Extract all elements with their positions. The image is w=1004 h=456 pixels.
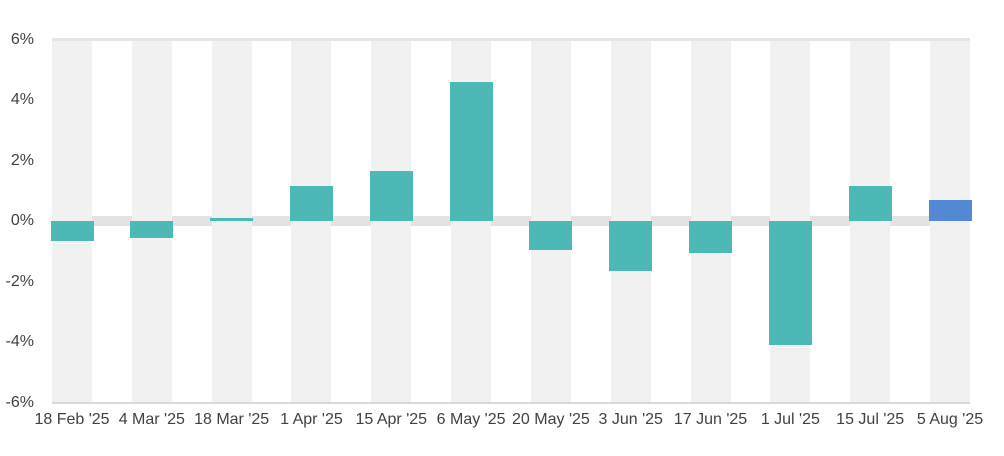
y-axis-tick-label: -2%: [5, 272, 34, 290]
bar-15-apr-25[interactable]: [369, 171, 413, 221]
bar-15-jul-25[interactable]: [848, 186, 892, 221]
x-axis-tick-label: 15 Apr '25: [355, 411, 428, 428]
bar-5-aug-25[interactable]: [928, 199, 972, 221]
plot-column-band: [291, 41, 332, 402]
x-axis-tick-label: 6 May '25: [436, 411, 506, 428]
plot-column-band: [211, 41, 252, 402]
y-axis-tick-label: 0%: [10, 212, 34, 229]
y-axis-tick-label: -4%: [5, 333, 34, 350]
y-axis: 6% 4% 2% 0% -2% -4% -6%: [0, 0, 34, 456]
bar-17-jun-25[interactable]: [689, 221, 733, 253]
zero-line-band: [52, 216, 970, 226]
y-axis-tick-label: 2%: [10, 151, 34, 169]
x-axis-tick-label: 4 Mar '25: [118, 411, 185, 428]
y-axis-tick-label: 6%: [10, 30, 34, 48]
y-axis-tick-label: -6%: [5, 393, 34, 411]
x-axis-tick-label: 1 Jul '25: [760, 411, 820, 428]
plot-area: [50, 38, 972, 404]
x-axis-tick-label: 20 May '25: [512, 411, 590, 428]
gridline-top: [52, 38, 970, 41]
bar-6-may-25[interactable]: [449, 81, 493, 221]
y-axis-tick-label: 4%: [10, 91, 34, 108]
bar-18-feb-25[interactable]: [50, 221, 94, 241]
bar-20-may-25[interactable]: [529, 221, 573, 250]
x-axis-tick-label: 18 Feb '25: [34, 411, 110, 428]
plot-column-band: [930, 41, 970, 402]
x-axis-tick-label: 18 Mar '25: [194, 411, 270, 428]
bar-1-jul-25[interactable]: [768, 221, 812, 346]
x-axis-tick-label: 15 Jul '25: [836, 411, 905, 428]
plot-column-band: [850, 41, 891, 402]
x-axis-tick-label: 1 Apr '25: [280, 411, 343, 428]
bar-18-mar-25[interactable]: [210, 217, 254, 221]
x-axis: 18 Feb '25 4 Mar '25 18 Mar '25 1 Apr '25 15…: [34, 411, 983, 435]
bar-1-apr-25[interactable]: [289, 186, 333, 221]
bar-3-jun-25[interactable]: [609, 221, 653, 271]
x-axis-line: [52, 402, 970, 404]
bar-4-mar-25[interactable]: [130, 221, 174, 238]
x-axis-tick-label: 3 Jun '25: [598, 411, 663, 428]
plot-column-band: [371, 41, 412, 402]
x-axis-tick-label: 17 Jun '25: [673, 411, 748, 428]
x-axis-tick-label: 5 Aug '25: [916, 411, 984, 428]
